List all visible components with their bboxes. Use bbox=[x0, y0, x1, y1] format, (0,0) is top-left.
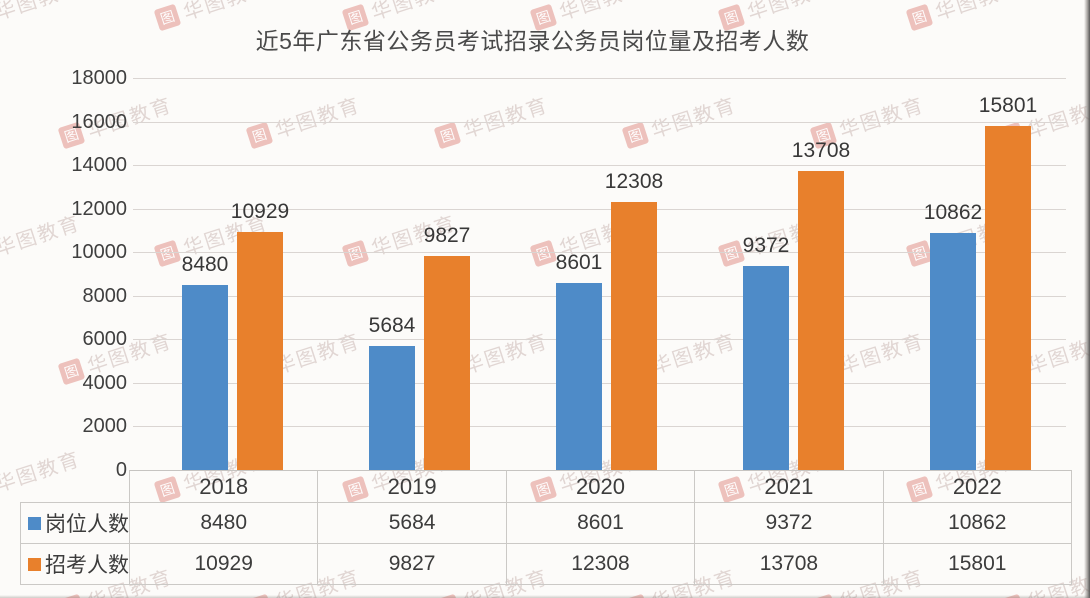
legend-swatch-icon bbox=[28, 516, 41, 530]
bar-value-label: 15801 bbox=[978, 93, 1038, 117]
y-axis-tick-label: 10000 bbox=[71, 241, 127, 264]
bar-岗位人数-2021 bbox=[743, 265, 789, 470]
bar-value-label: 12308 bbox=[604, 169, 664, 193]
y-axis-tick-label: 12000 bbox=[71, 197, 127, 220]
table-value-岗位人数-2021: 9372 bbox=[695, 503, 884, 544]
y-axis-tick-label: 8000 bbox=[82, 284, 128, 307]
table-value-招考人数-2019: 9827 bbox=[318, 544, 507, 585]
y-axis-tick-label: 18000 bbox=[71, 67, 127, 89]
x-axis-label-2020: 2020 bbox=[506, 470, 696, 503]
gridline bbox=[133, 208, 1066, 210]
y-axis-tick-label: 6000 bbox=[82, 328, 128, 351]
table-value-招考人数-2022: 15801 bbox=[883, 544, 1072, 585]
huatu-logo-icon: 图 bbox=[433, 121, 462, 149]
table-value-岗位人数-2019: 5684 bbox=[318, 503, 507, 544]
legend-swatch-icon bbox=[28, 557, 41, 571]
y-axis-tick-label: 0 bbox=[115, 459, 127, 481]
table-value-招考人数-2018: 10929 bbox=[130, 544, 319, 585]
bar-岗位人数-2019 bbox=[369, 346, 415, 470]
table-value-招考人数-2021-text: 13708 bbox=[759, 552, 819, 575]
legend-item-岗位人数: 岗位人数 bbox=[20, 503, 130, 544]
table-corner bbox=[20, 470, 130, 503]
huatu-logo-icon: 图 bbox=[621, 121, 650, 149]
table-value-岗位人数-2021-text: 9372 bbox=[765, 511, 813, 534]
bar-招考人数-2020 bbox=[611, 201, 657, 470]
x-axis-label-2022-text: 2022 bbox=[952, 473, 1002, 499]
watermark-text: 华图教育 bbox=[648, 94, 740, 143]
bar-value-label: 8480 bbox=[181, 253, 229, 277]
table-value-招考人数-2019-text: 9827 bbox=[388, 552, 436, 575]
gridline bbox=[133, 78, 1066, 79]
bar-岗位人数-2020 bbox=[556, 282, 602, 470]
y-axis-tick-label: 16000 bbox=[71, 110, 127, 133]
y-axis-tick-label: 14000 bbox=[71, 154, 127, 177]
watermark: 图华图教育 bbox=[244, 89, 363, 152]
gridline bbox=[133, 252, 1066, 254]
legend-item-招考人数-text: 招考人数 bbox=[45, 554, 129, 577]
x-axis-label-2022: 2022 bbox=[883, 470, 1072, 503]
watermark-text: 华图教育 bbox=[460, 330, 552, 379]
table-value-招考人数-2020: 12308 bbox=[506, 544, 696, 585]
bar-value-label: 10929 bbox=[230, 199, 290, 223]
table-value-招考人数-2021: 13708 bbox=[695, 544, 884, 585]
bar-招考人数-2019 bbox=[424, 255, 470, 470]
table-value-岗位人数-2022-text: 10862 bbox=[948, 511, 1007, 534]
x-axis-label-2021: 2021 bbox=[695, 470, 884, 503]
legend-item-招考人数: 招考人数 bbox=[20, 544, 130, 585]
watermark-text: 华图教育 bbox=[836, 330, 928, 379]
bar-岗位人数-2018 bbox=[182, 285, 228, 470]
y-axis-tick-label: 2000 bbox=[82, 415, 128, 438]
table-value-岗位人数-2018: 8480 bbox=[130, 503, 319, 544]
bar-招考人数-2021 bbox=[798, 171, 844, 470]
bar-value-label: 9372 bbox=[742, 233, 790, 257]
legend-item-岗位人数-text: 岗位人数 bbox=[45, 513, 129, 536]
table-value-岗位人数-2020: 8601 bbox=[506, 503, 696, 544]
watermark-text: 华图教育 bbox=[836, 94, 928, 143]
x-axis-label-2020-text: 2020 bbox=[576, 473, 625, 499]
x-axis-label-2018: 2018 bbox=[130, 470, 319, 503]
photo-edge-bottom bbox=[0, 595, 1090, 598]
photo-edge-right bbox=[1084, 0, 1090, 598]
watermark-text: 华图教育 bbox=[460, 94, 552, 143]
x-axis-label-2019: 2019 bbox=[318, 470, 507, 503]
table-value-岗位人数-2018-text: 8480 bbox=[200, 511, 248, 534]
table-value-招考人数-2018-text: 10929 bbox=[194, 552, 253, 575]
bar-招考人数-2022 bbox=[985, 125, 1031, 470]
bar-value-label: 5684 bbox=[368, 314, 416, 338]
gridline bbox=[133, 165, 1066, 167]
bar-value-label: 10862 bbox=[923, 201, 983, 225]
x-axis-label-2019-text: 2019 bbox=[387, 473, 437, 499]
bar-value-label: 8601 bbox=[555, 250, 603, 274]
table-value-岗位人数-2022: 10862 bbox=[883, 503, 1072, 544]
bar-value-label: 9827 bbox=[423, 223, 471, 247]
bar-value-label: 13708 bbox=[791, 139, 851, 163]
watermark-text: 华图教育 bbox=[1024, 330, 1090, 379]
table-value-岗位人数-2019-text: 5684 bbox=[388, 511, 436, 534]
bar-岗位人数-2022 bbox=[930, 233, 976, 470]
y-axis-tick-label: 4000 bbox=[82, 371, 128, 394]
table-value-招考人数-2022-text: 15801 bbox=[948, 552, 1007, 575]
watermark: 图华图教育 bbox=[432, 89, 551, 152]
bar-招考人数-2018 bbox=[237, 231, 283, 470]
watermark-text: 华图教育 bbox=[648, 330, 740, 379]
table-value-招考人数-2020-text: 12308 bbox=[571, 552, 630, 575]
data-table: 2018 2019 2020 2021 2022 岗位人数 8480 5684 8601 9372… bbox=[20, 470, 1072, 585]
chart-title: 近5年广东省公务员考试招录公务员岗位量及招考人数 bbox=[255, 28, 810, 54]
x-axis-label-2018-text: 2018 bbox=[199, 473, 249, 499]
watermark: 图华图教育 bbox=[620, 89, 739, 152]
x-axis-label-2021-text: 2021 bbox=[764, 473, 814, 499]
huatu-logo-icon: 图 bbox=[245, 121, 274, 149]
watermark-text: 华图教育 bbox=[272, 94, 364, 143]
table-value-岗位人数-2020-text: 8601 bbox=[577, 511, 624, 534]
gridline bbox=[133, 121, 1066, 123]
